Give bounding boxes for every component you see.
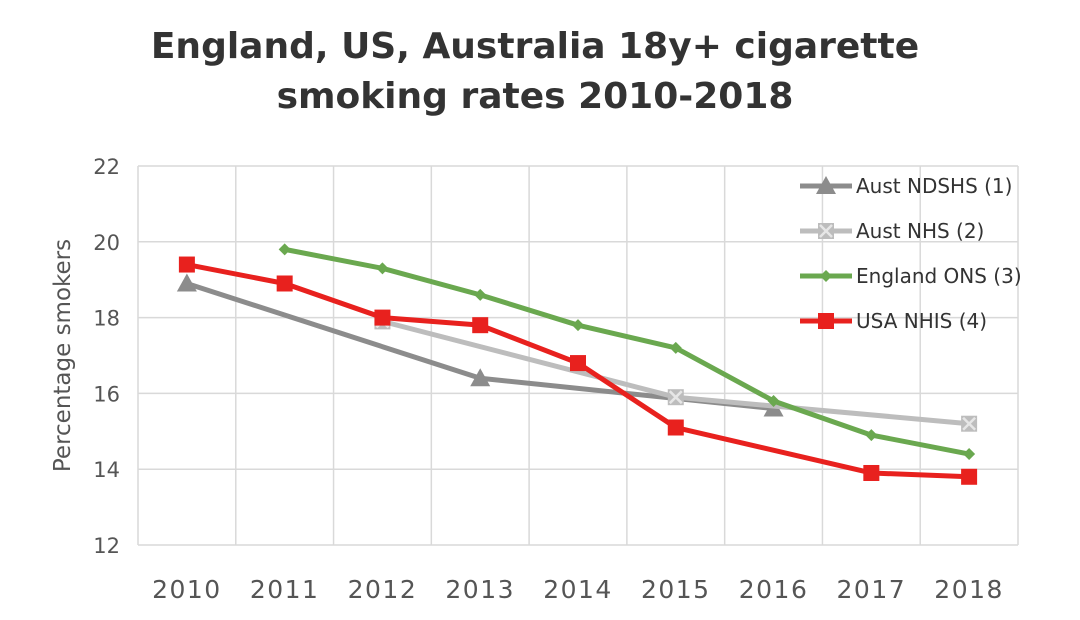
x-tick-label: 2018 — [934, 575, 1004, 604]
data-point — [374, 309, 391, 326]
x-tick-label: 2017 — [837, 575, 907, 604]
legend-label: USA NHIS (4) — [856, 309, 987, 333]
x-tick-label: 2012 — [348, 575, 418, 604]
data-point — [278, 243, 291, 256]
series-line — [282, 246, 972, 457]
data-point — [669, 341, 682, 354]
data-point — [276, 275, 293, 292]
legend-marker — [816, 176, 836, 194]
x-tick-label: 2014 — [543, 575, 613, 604]
series-3 — [178, 256, 978, 485]
data-point — [472, 317, 489, 334]
series-line — [184, 262, 972, 480]
y-tick-label: 16 — [93, 382, 120, 406]
legend-label: England ONS (3) — [856, 264, 1022, 288]
x-tick-label: 2016 — [739, 575, 809, 604]
legend-marker — [818, 313, 834, 329]
y-tick-label: 12 — [93, 534, 120, 558]
data-point — [767, 394, 780, 407]
data-point — [470, 368, 491, 387]
chart-title-line-1: England, US, Australia 18y+ cigarette — [150, 26, 920, 67]
data-point — [376, 262, 389, 275]
y-tick-label: 14 — [93, 458, 120, 482]
chart-title: England, US, Australia 18y+ cigarette sm… — [0, 22, 1070, 122]
data-point — [865, 429, 878, 442]
legend-label: Aust NHS (2) — [856, 219, 984, 243]
legend-marker — [820, 270, 832, 282]
data-point — [474, 288, 487, 301]
data-point — [667, 389, 684, 406]
legend: Aust NDSHS (1) Aust NHS (2) England ONS (3… — [800, 174, 1022, 333]
data-point — [961, 468, 978, 485]
chart-title-line-2: smoking rates 2010-2018 — [276, 76, 794, 117]
y-tick-label: 22 — [93, 155, 120, 179]
x-tick-label: 2011 — [250, 575, 320, 604]
data-point — [963, 448, 976, 461]
data-point — [863, 464, 880, 481]
legend-label: Aust NDSHS (1) — [856, 174, 1012, 198]
y-axis-label: Percentage smokers — [50, 239, 76, 472]
data-point — [570, 355, 586, 372]
y-tick-label: 18 — [93, 307, 120, 331]
data-point — [176, 273, 197, 292]
x-tick-label: 2013 — [445, 575, 515, 604]
x-tick-label: 2010 — [152, 575, 222, 604]
legend-marker — [818, 223, 834, 239]
data-point — [572, 319, 584, 332]
data-point — [961, 415, 978, 432]
y-tick-label: 20 — [93, 231, 120, 255]
data-point — [667, 419, 684, 436]
x-tick-label: 2015 — [641, 575, 711, 604]
series-2 — [278, 243, 976, 461]
data-point — [178, 256, 195, 273]
